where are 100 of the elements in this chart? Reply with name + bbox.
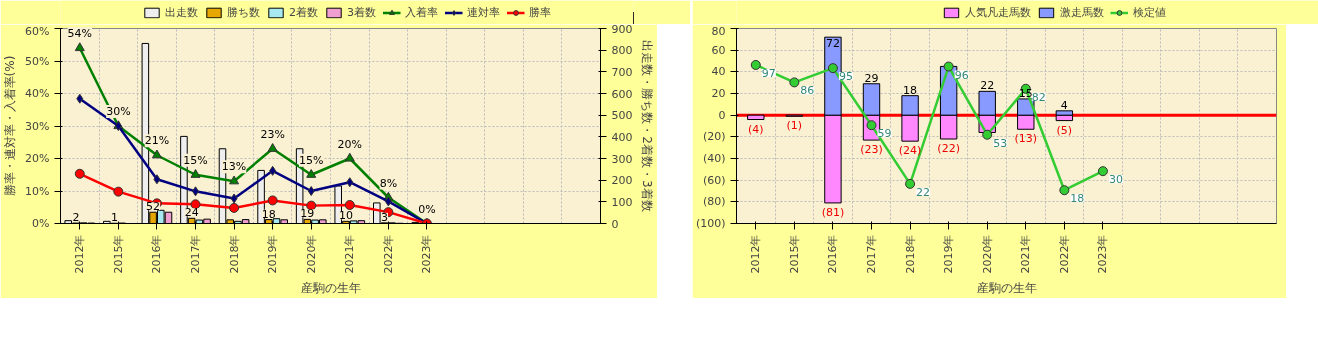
y2-tick-label: 200 xyxy=(611,174,633,188)
x-axis-title: 産駒の生年 xyxy=(976,281,1037,296)
data-label: 22 xyxy=(916,185,931,199)
x-tick-label: 2015年 xyxy=(111,234,125,274)
legend-label: 勝ち数 xyxy=(227,4,260,20)
y-tick-label: (40) xyxy=(702,152,726,165)
y-tick-label: (20) xyxy=(702,130,726,144)
data-label: 19 xyxy=(300,207,315,221)
data-label: (1) xyxy=(786,119,803,133)
data-label: 22 xyxy=(980,79,995,93)
x-tick-label: 2016年 xyxy=(150,234,164,274)
y-axis-title: 勝率・連対率・入着率(%) xyxy=(3,55,18,197)
x-axis-title: 産駒の生年 xyxy=(300,281,361,296)
legend-label: 出走数 xyxy=(165,4,198,20)
data-label: 24 xyxy=(184,206,199,220)
legend-label: 人気凡走馬数 xyxy=(965,4,1031,20)
y2-tick-label: 700 xyxy=(611,65,633,79)
data-label: 4 xyxy=(1060,98,1068,112)
x-tick-label: 2012年 xyxy=(73,234,87,274)
legend-label: 入着率 xyxy=(405,4,438,20)
x-tick-label: 2023年 xyxy=(1096,234,1110,274)
y2-tick-label: 0 xyxy=(611,217,619,231)
y2-tick-label: 300 xyxy=(611,152,633,166)
data-label: 1 xyxy=(111,211,118,225)
data-label: (22) xyxy=(937,142,960,155)
y2-tick-label: 600 xyxy=(611,87,633,101)
y-tick-label: 20 xyxy=(711,87,726,100)
data-label: 23% xyxy=(260,127,285,141)
y-tick-label: 30% xyxy=(25,119,50,133)
data-label: 15% xyxy=(298,153,324,167)
x-tick-label: 2017年 xyxy=(189,234,202,274)
data-label: 52 xyxy=(146,200,161,214)
data-label: 10 xyxy=(338,209,353,223)
data-label: 8% xyxy=(379,176,398,190)
y-tick-label: 50% xyxy=(25,54,50,68)
y2-tick-label: 900 xyxy=(611,22,633,36)
x-tick-label: 2012年 xyxy=(749,234,763,274)
data-label: 15% xyxy=(183,153,208,167)
data-label: 97 xyxy=(761,66,776,80)
y2-tick-label: 100 xyxy=(611,195,633,209)
y-tick-label: 0 xyxy=(718,108,726,122)
y-tick-label: 60% xyxy=(25,24,50,38)
y-tick-label: 40 xyxy=(711,65,726,79)
y-tick-label: (80) xyxy=(702,195,726,209)
x-tick-label: 2019年 xyxy=(942,234,956,274)
data-label: 18 xyxy=(261,207,276,221)
x-tick-label: 2020年 xyxy=(304,234,318,274)
data-label: 95 xyxy=(838,70,853,84)
data-label: 86 xyxy=(800,84,815,98)
data-label: (13) xyxy=(1014,132,1038,146)
y2-axis-title: 出走数・勝ち数・2着数・3着数 xyxy=(640,40,655,212)
data-label: (23) xyxy=(860,143,883,157)
x-tick-label: 2022年 xyxy=(381,234,395,274)
y-tick-label: 20% xyxy=(25,152,50,165)
data-label: (81) xyxy=(821,205,845,219)
legend-label: 激走馬数 xyxy=(1060,4,1104,20)
y2-tick-label: 400 xyxy=(611,130,633,144)
y-tick-label: 60 xyxy=(711,43,726,57)
x-tick-label: 2015年 xyxy=(787,234,801,274)
y-tick-label: 80 xyxy=(711,24,726,38)
data-label: 20% xyxy=(337,137,363,151)
y2-tick-label: 800 xyxy=(611,44,633,58)
data-label: 59 xyxy=(877,127,892,141)
x-tick-label: 2019年 xyxy=(266,234,280,274)
x-tick-label: 2016年 xyxy=(826,234,840,274)
data-label: 2 xyxy=(72,211,80,225)
data-label: 54% xyxy=(67,27,93,40)
data-label: 3 xyxy=(381,210,388,224)
data-label: 21% xyxy=(144,134,170,148)
legend-label: 勝率 xyxy=(529,4,551,20)
data-label: 72 xyxy=(825,37,840,51)
y-tick-label: 40% xyxy=(25,87,50,100)
data-label: 53 xyxy=(993,136,1008,150)
data-label: 30 xyxy=(1108,173,1123,187)
x-tick-label: 2023年 xyxy=(420,234,434,274)
y-tick-label: (60) xyxy=(702,173,726,187)
x-tick-label: 2020年 xyxy=(980,234,994,274)
data-label: 82 xyxy=(1031,90,1046,104)
legend-label: 3着数 xyxy=(347,4,376,20)
data-label: 13% xyxy=(221,160,247,174)
data-label: 29 xyxy=(864,71,879,85)
data-label: 30% xyxy=(106,105,131,118)
data-label: (4) xyxy=(747,122,764,136)
legend-label: 連対率 xyxy=(467,4,500,20)
y-tick-label: 0% xyxy=(32,217,50,230)
data-label: 18 xyxy=(1070,192,1085,206)
data-label: 96 xyxy=(954,68,969,82)
data-label: (24) xyxy=(898,144,922,158)
x-tick-label: 2018年 xyxy=(903,234,917,274)
x-tick-label: 2022年 xyxy=(1057,234,1071,274)
y2-tick-label: 500 xyxy=(611,109,633,123)
y-tick-label: 10% xyxy=(25,184,50,198)
y-tick-label: (100) xyxy=(695,217,726,230)
data-label: 0% xyxy=(418,202,436,216)
x-tick-label: 2021年 xyxy=(343,234,357,274)
x-tick-label: 2017年 xyxy=(865,234,878,274)
legend-label: 検定値 xyxy=(1133,4,1166,20)
legend-label: 2着数 xyxy=(289,4,318,20)
x-tick-label: 2018年 xyxy=(227,234,241,274)
data-label: 18 xyxy=(903,83,918,97)
